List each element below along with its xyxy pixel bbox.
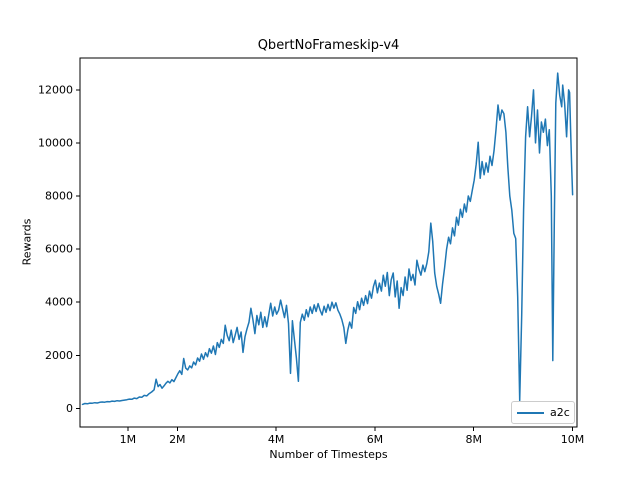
y-axis-label: Rewards	[20, 218, 34, 266]
y-tick-label: 10000	[38, 136, 73, 149]
y-tick-label: 12000	[38, 83, 73, 96]
x-tick-label: 10M	[561, 433, 585, 446]
y-tick-label: 6000	[45, 243, 73, 256]
x-tick-label: 6M	[367, 433, 384, 446]
y-tick-label: 4000	[45, 296, 73, 309]
x-tick-label: 2M	[169, 433, 186, 446]
x-tick-label: 4M	[268, 433, 285, 446]
y-tick-label: 2000	[45, 349, 73, 362]
chart-title: QbertNoFrameskip-v4	[257, 38, 400, 53]
x-tick-label: 1M	[120, 433, 137, 446]
x-tick-label: 8M	[465, 433, 482, 446]
legend: a2c	[511, 401, 575, 424]
axes-frame	[79, 57, 578, 428]
y-tick-label: 0	[66, 402, 73, 415]
x-axis-label: Number of Timesteps	[269, 448, 388, 461]
series-line-a2c	[81, 72, 574, 406]
legend-line-sample	[517, 411, 544, 414]
y-tick-label: 8000	[45, 190, 73, 203]
legend-label: a2c	[550, 406, 570, 419]
